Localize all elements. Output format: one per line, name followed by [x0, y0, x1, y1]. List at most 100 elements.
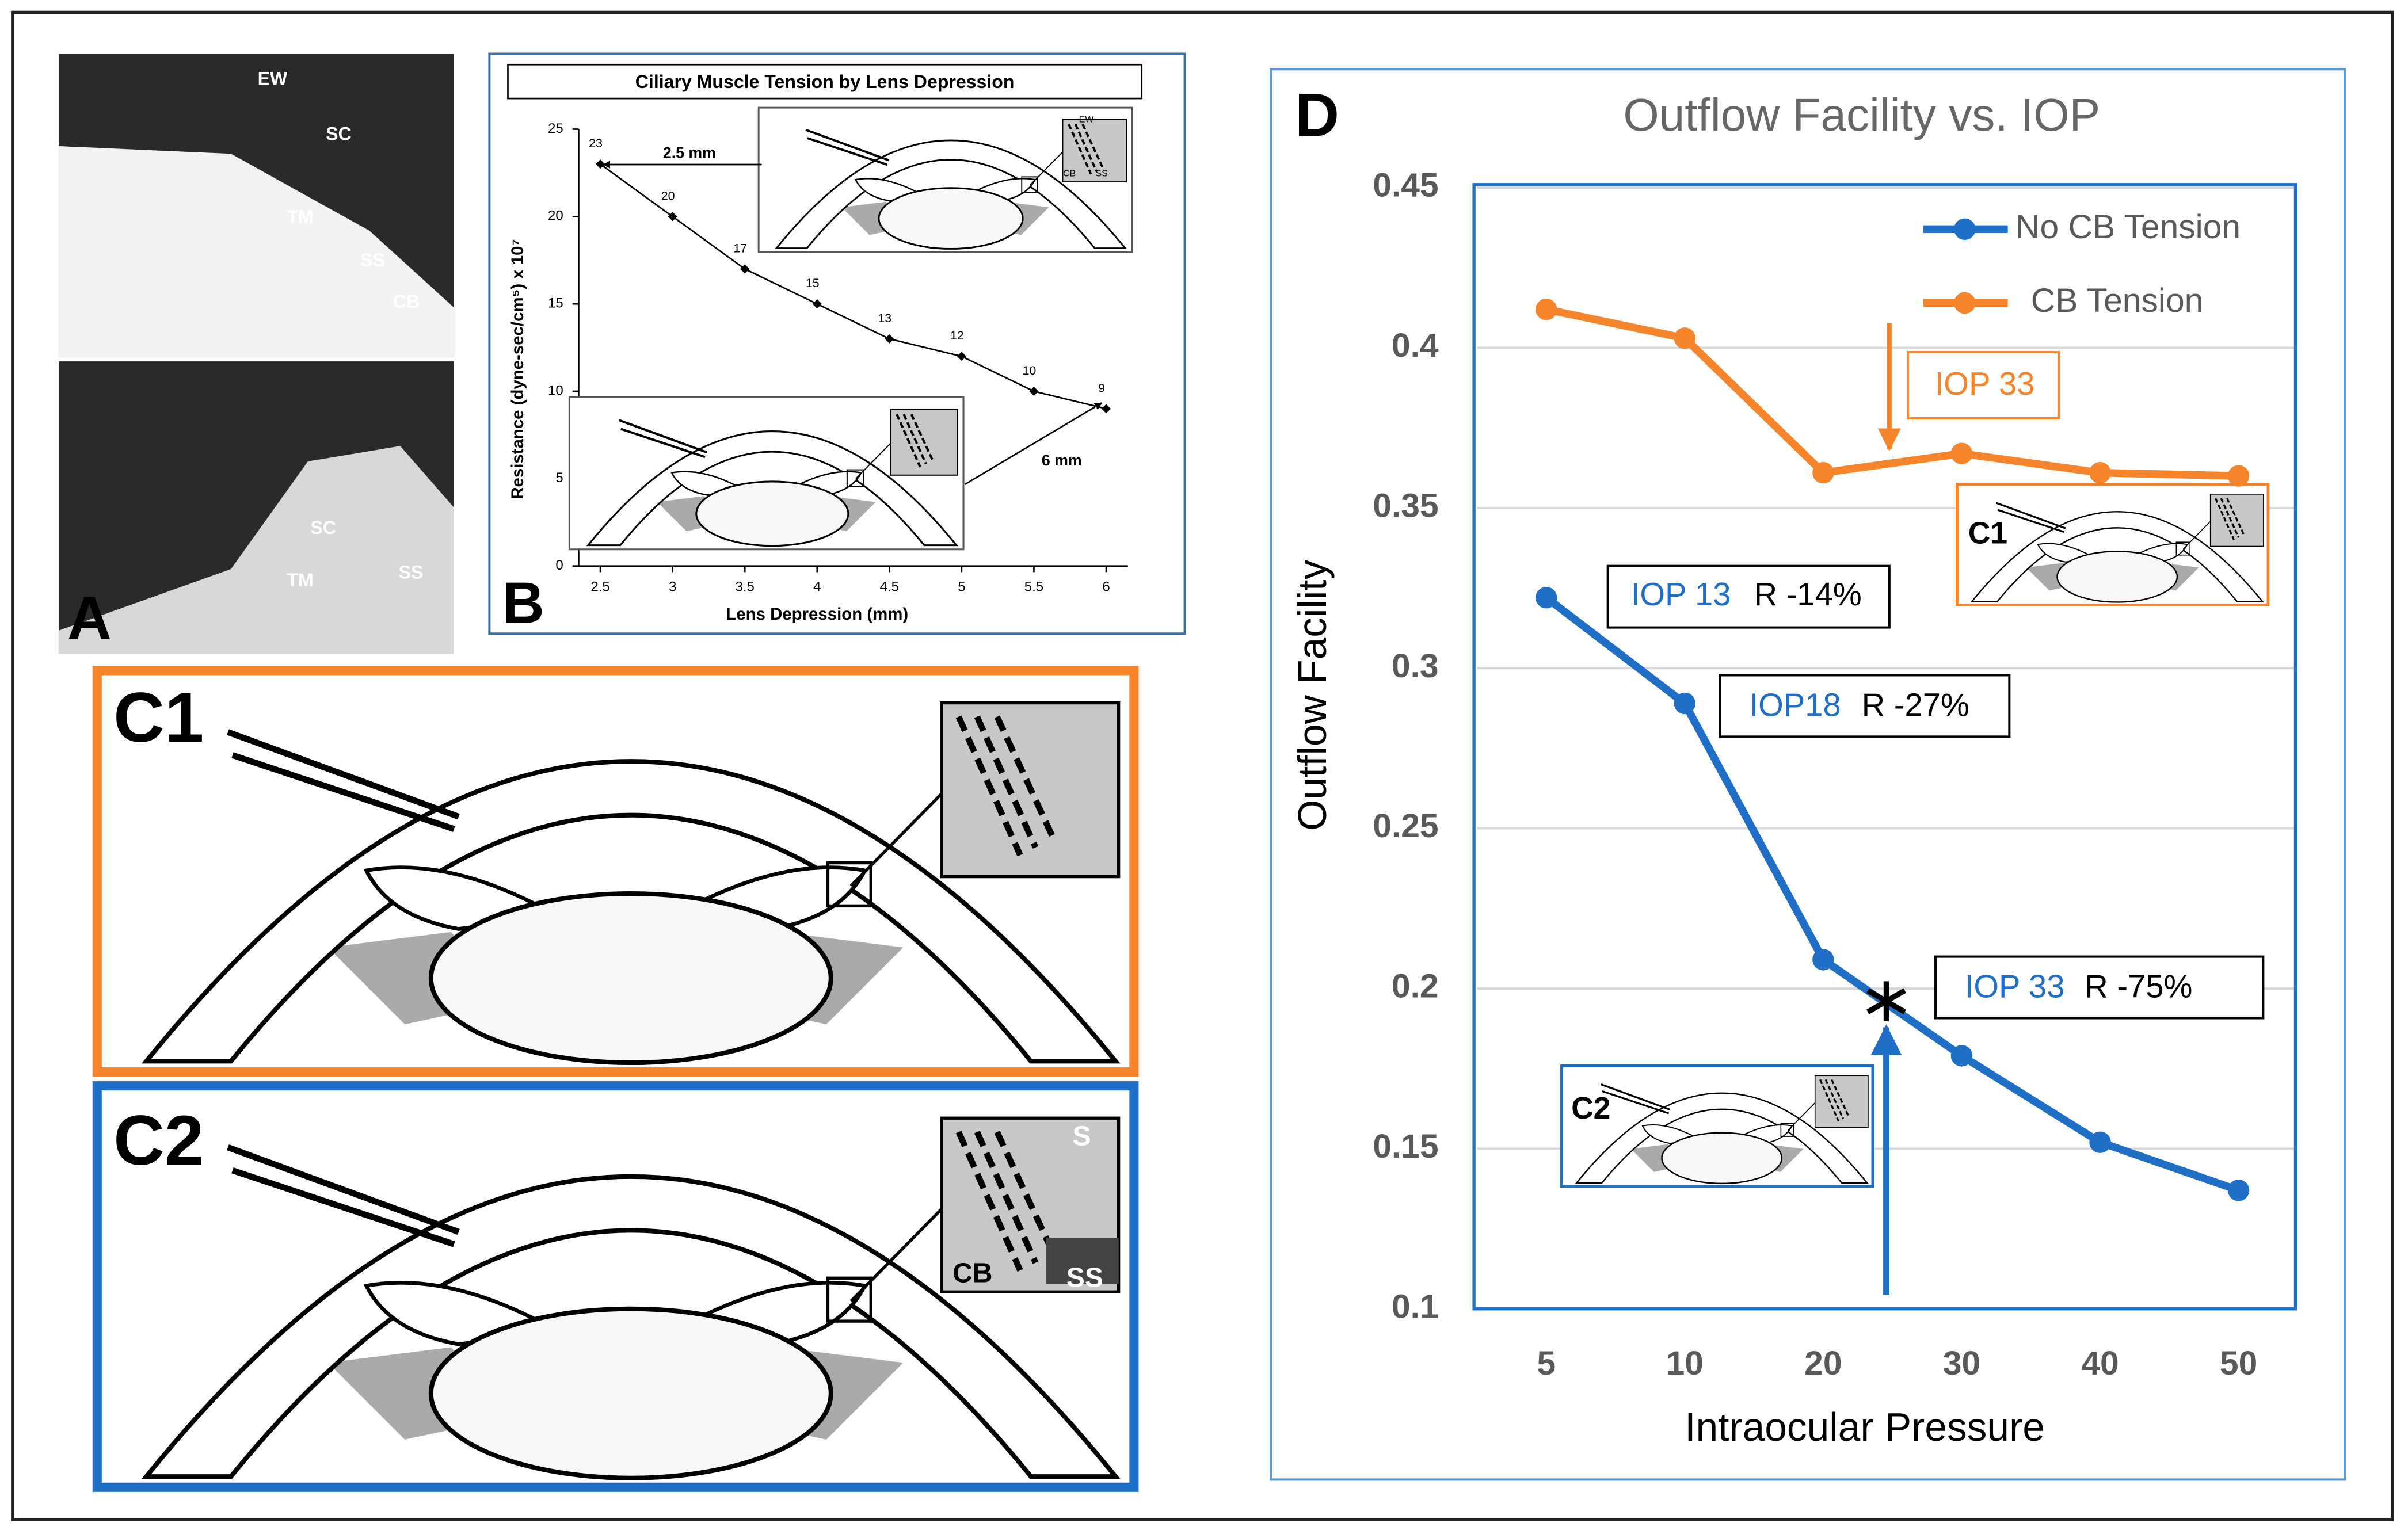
data-label: 12	[950, 329, 964, 342]
legend-swatch	[1954, 292, 1976, 314]
inset-pointer	[849, 1208, 943, 1303]
panel-label: C1	[113, 678, 204, 757]
data-label: 15	[806, 276, 820, 290]
inset-source	[846, 469, 864, 487]
data-point	[2227, 465, 2250, 487]
legend-swatch	[1954, 218, 1976, 240]
inset-source	[826, 861, 872, 908]
eye-diagram	[92, 1081, 1139, 1492]
x-tick-label: 30	[1943, 1345, 1980, 1382]
needle	[805, 128, 889, 166]
annotation: 6 mm	[1042, 452, 1082, 469]
photo-label: SC	[326, 124, 352, 144]
data-point	[1029, 386, 1039, 396]
lens	[1661, 1132, 1783, 1185]
inset-pointer	[1787, 1102, 1816, 1131]
cornea-sclera	[1575, 1092, 1869, 1184]
cornea-sclera	[586, 430, 958, 547]
photo-label: SS	[399, 562, 424, 582]
series-line	[1545, 306, 2239, 480]
title-box	[507, 63, 1143, 100]
data-point	[1674, 692, 1696, 715]
data-label: 20	[661, 189, 675, 203]
inset-fibers	[1819, 1079, 1850, 1122]
data-point	[668, 212, 677, 222]
annotation: IOP 13	[1631, 576, 1731, 612]
inset-pointer	[849, 792, 943, 887]
data-point	[2089, 1131, 2111, 1153]
inset-pointer	[2182, 521, 2211, 549]
annotation-box	[1719, 674, 2011, 738]
y-tick-label: 0.45	[1373, 167, 1438, 204]
inset-source	[1021, 176, 1038, 193]
lens	[2056, 551, 2178, 603]
eye-diagram	[1956, 483, 2270, 606]
panel-frame	[1270, 68, 2346, 1481]
annotation: IOP18	[1750, 686, 1841, 723]
inset-fibers	[2215, 498, 2245, 540]
y-tick-label: 0.25	[1373, 807, 1438, 845]
y-tick-label: 15	[548, 296, 563, 311]
data-point	[2089, 461, 2111, 484]
x-tick-label: 6	[1102, 579, 1110, 594]
eye-diagram	[568, 396, 965, 551]
annotation: IOP 33	[1965, 968, 2065, 1005]
eye-diagram	[92, 666, 1139, 1077]
y-tick-label: 10	[548, 383, 563, 398]
needle	[227, 1144, 460, 1247]
chart-title: Ciliary Muscle Tension by Lens Depressio…	[635, 71, 1015, 92]
x-tick-label: 10	[1666, 1345, 1704, 1382]
y-tick-label: 0.2	[1392, 968, 1439, 1005]
annotation-box	[1606, 564, 1891, 629]
lens	[428, 891, 833, 1066]
annotation: 2.5 mm	[663, 144, 716, 161]
cornea-sclera	[1970, 511, 2264, 602]
y-tick-label: 0.3	[1392, 647, 1439, 685]
annotation: IOP 33	[1935, 365, 2035, 402]
data-point	[1101, 404, 1111, 414]
data-label: 10	[1023, 364, 1037, 377]
x-tick-label: 5	[1537, 1345, 1556, 1382]
data-point	[1536, 298, 1557, 320]
inset-label: SS	[1066, 1262, 1103, 1293]
inset-pointer	[1029, 151, 1064, 186]
data-point	[2227, 1180, 2250, 1201]
y-tick-label: 0.15	[1373, 1128, 1438, 1165]
inset-label: C1	[1968, 516, 2007, 550]
data-point	[885, 334, 894, 344]
data-point	[1812, 461, 1834, 484]
needle	[1601, 1083, 1671, 1115]
data-point	[1950, 442, 1973, 464]
x-tick-label: 3.5	[735, 579, 754, 594]
photo-label: CB	[393, 291, 420, 312]
inset-label: CB	[952, 1258, 993, 1289]
eye-diagram	[757, 106, 1133, 253]
plot-frame	[1472, 183, 2297, 1311]
inset-source	[2175, 541, 2190, 556]
y-tick-label: 20	[548, 208, 563, 224]
photo-label: SC	[310, 517, 336, 538]
panel-label: C2	[113, 1101, 204, 1180]
data-label: 13	[878, 311, 891, 325]
data-point	[1674, 327, 1696, 349]
legend-label: No CB Tension	[2015, 208, 2241, 246]
asterisk	[1866, 981, 1906, 1021]
data-label: 9	[1098, 381, 1105, 395]
y-axis-label: Resistance (dyne-sec/cm⁵) x 10⁷	[508, 239, 527, 499]
y-tick-label: 25	[548, 121, 563, 136]
data-point	[957, 352, 966, 361]
inset-label: C2	[1571, 1092, 1610, 1125]
inset-fibers	[955, 715, 1057, 857]
cornea-sclera	[774, 139, 1127, 249]
y-tick-label: 0.1	[1392, 1288, 1439, 1325]
data-point	[740, 264, 750, 274]
x-tick-label: 40	[2081, 1345, 2119, 1382]
annotation: R -14%	[1754, 576, 1862, 612]
cornea-sclera	[141, 1174, 1121, 1479]
photo-label: SS	[360, 250, 385, 270]
lens	[695, 480, 849, 547]
inset-label: EW	[1079, 115, 1095, 125]
data-label: 23	[589, 136, 603, 150]
needle	[1996, 502, 2066, 533]
inset-pointer	[855, 443, 891, 479]
